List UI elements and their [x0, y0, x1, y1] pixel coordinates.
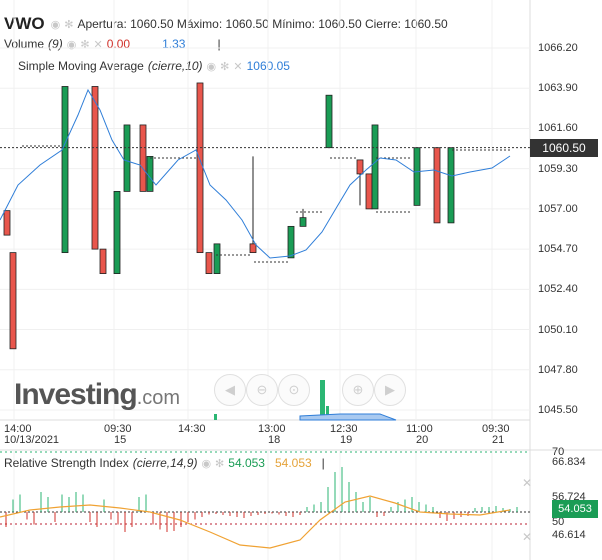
time-tick-label: 12:30 19 [330, 423, 358, 446]
candle-body [371, 124, 379, 210]
close-icon[interactable]: ✕ [522, 476, 533, 490]
candle-body [9, 252, 17, 350]
candle-body [433, 147, 441, 224]
candle-body [249, 243, 257, 254]
price-tick-label: 1052.40 [538, 283, 578, 296]
investing-watermark: Investing.com [14, 378, 180, 412]
volume-area [299, 413, 397, 421]
candle-body [99, 248, 107, 274]
candle-body [299, 217, 307, 227]
time-tick-label: 13:00 18 [258, 423, 286, 446]
ohlc-readout: Apertura: 1060.50 Máximo: 1060.50 Mínimo… [77, 17, 448, 31]
candle-body [356, 159, 364, 175]
rsi-label: Relative Strength Index [4, 456, 129, 470]
gear-icon[interactable]: ✻ [220, 60, 230, 73]
time-tick-label: 14:00 10/13/2021 [4, 423, 60, 446]
candle-body [123, 124, 131, 192]
candle-body [287, 225, 295, 259]
sma-param: (cierre,10) [147, 59, 203, 73]
rsi-legend: Relative Strength Index (cierre,14,9) ◉ … [4, 456, 325, 470]
eye-icon[interactable]: ◉ [50, 18, 61, 31]
candle-body [325, 94, 333, 149]
time-tick-label: 09:30 15 [104, 423, 132, 446]
price-tick-label: 1057.00 [538, 202, 578, 215]
close-icon[interactable]: ✕ [522, 530, 533, 544]
candle-body [113, 191, 121, 274]
close-icon[interactable]: ✕ [233, 60, 243, 73]
candle-body [413, 147, 421, 206]
reset-icon[interactable]: ⊙ [278, 374, 310, 406]
sma-label: Simple Moving Average [18, 59, 144, 73]
candle-body [365, 173, 373, 210]
gear-icon[interactable]: ✻ [215, 457, 225, 470]
time-tick-label: 09:30 21 [482, 423, 510, 446]
time-tick-label: 11:00 20 [406, 423, 433, 446]
candle-body [146, 156, 154, 192]
eye-icon[interactable]: ◉ [201, 457, 212, 470]
scroll-left-icon[interactable]: ◀ [214, 374, 246, 406]
cursor-mark: | [321, 456, 325, 470]
zoom-out-icon[interactable]: ⊖ [246, 374, 278, 406]
price-tick-label: 1047.80 [538, 363, 578, 376]
candle-body [3, 210, 11, 236]
candle-body [213, 243, 221, 274]
gear-icon[interactable]: ✻ [64, 18, 74, 31]
volume-bar [320, 380, 325, 420]
rsi-current-tag: 54.053 [552, 500, 598, 518]
time-tick-label: 14:30 [178, 423, 206, 435]
candle-body [61, 86, 69, 254]
price-tick-label: 1066.20 [538, 42, 578, 54]
rsi-tick-label: 46.614 [552, 529, 586, 541]
price-tick-label: 1045.50 [538, 404, 578, 416]
close-icon[interactable]: ✕ [93, 38, 103, 51]
eye-icon[interactable]: ◉ [66, 38, 77, 51]
rsi-tick-label: 70 [552, 446, 565, 458]
candle-body [447, 147, 455, 224]
price-tick-label: 1054.70 [538, 243, 578, 256]
scroll-right-icon[interactable]: ▶ [374, 374, 406, 406]
candle-body [196, 82, 204, 254]
watermark-suffix: .com [136, 387, 181, 409]
zoom-in-icon[interactable]: ⊕ [342, 374, 374, 406]
cursor-mark: | [217, 37, 221, 51]
candle-body [205, 252, 213, 274]
price-tick-label: 1063.90 [538, 82, 578, 95]
rsi-value-1: 54.053 [228, 456, 265, 470]
gear-icon[interactable]: ✻ [80, 38, 90, 51]
candle-body [139, 124, 147, 192]
current-price-tag: 1060.50 [530, 138, 598, 157]
watermark-brand: Investing [14, 378, 138, 411]
eye-icon[interactable]: ◉ [206, 60, 217, 73]
price-tick-label: 1050.10 [538, 323, 578, 336]
rsi-value-2: 54.053 [274, 456, 312, 470]
volume-bar [214, 414, 217, 420]
price-tick-label: 1061.60 [538, 122, 578, 135]
rsi-param: (cierre,14,9) [132, 456, 198, 470]
rsi-tick-label: 50 [552, 516, 565, 528]
candle-body [91, 86, 99, 250]
price-tick-label: 1059.30 [538, 162, 578, 175]
rsi-tick-label: 66.834 [552, 456, 586, 468]
volume-bar [326, 406, 329, 420]
